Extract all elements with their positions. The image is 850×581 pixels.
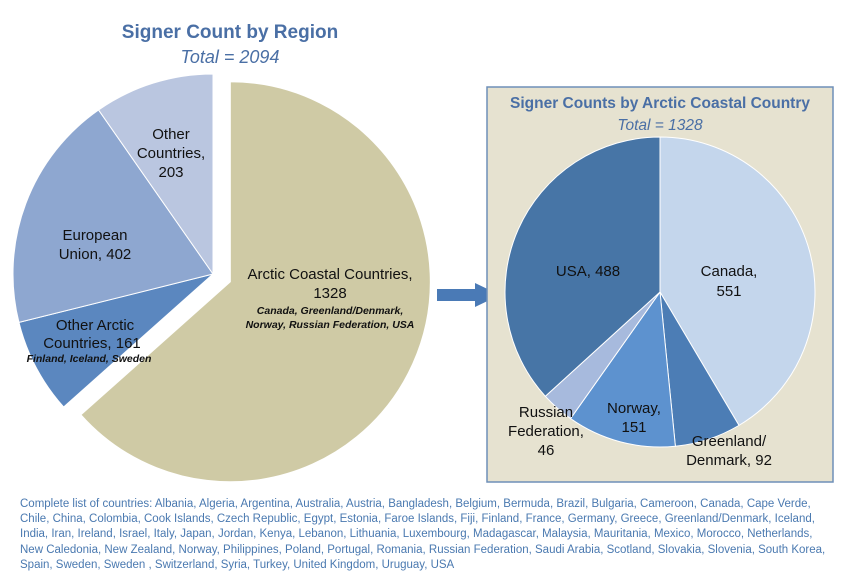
label-usa: USA, 488 xyxy=(556,263,620,280)
label-russia-name-2: Federation, xyxy=(508,423,584,440)
label-eu-name: European xyxy=(62,227,127,244)
label-arctic-value: 1328 xyxy=(313,285,346,302)
pie-slice-arctic-coastal xyxy=(80,81,431,483)
label-russia-value: 46 xyxy=(538,442,555,459)
label-norway-name: Norway, xyxy=(607,400,661,417)
label-other-arctic-value: Countries, 161 xyxy=(43,335,141,352)
label-arctic-note-1: Canada, Greenland/Denmark, xyxy=(257,305,404,317)
label-greenland-value: Denmark, 92 xyxy=(686,452,772,469)
label-other-name-2: Countries, xyxy=(137,145,205,162)
label-canada-name: Canada, xyxy=(701,263,758,280)
label-norway-value: 151 xyxy=(621,419,646,436)
region-chart-title: Signer Count by Region xyxy=(122,22,338,43)
pie-slice-canada xyxy=(659,136,816,427)
label-arctic-name: Arctic Coastal Countries, xyxy=(247,266,412,283)
label-russia-name: Russian xyxy=(519,404,573,421)
label-other-arctic-note: Finland, Iceland, Sweden xyxy=(27,353,152,365)
region-chart-total: Total = 2094 xyxy=(181,47,280,67)
region-pie xyxy=(12,73,431,483)
country-chart-total: Total = 1328 xyxy=(617,117,703,134)
pie-slice-european-union xyxy=(12,109,214,324)
label-greenland-name: Greenland/ xyxy=(692,433,767,450)
country-pie xyxy=(504,136,816,448)
label-other-value: 203 xyxy=(158,164,183,181)
label-canada-value: 551 xyxy=(716,283,741,300)
pie-slice-norway xyxy=(569,290,676,448)
country-chart-title: Signer Counts by Arctic Coastal Country xyxy=(510,95,810,112)
pie-slice-other-arctic xyxy=(18,273,214,408)
label-arctic-note-2: Norway, Russian Federation, USA xyxy=(246,319,415,331)
pie-slice-other-countries xyxy=(97,73,214,276)
label-eu-value: Union, 402 xyxy=(59,246,132,263)
label-other-name: Other xyxy=(152,126,190,143)
pie-slice-usa xyxy=(504,136,661,398)
label-other-arctic-name: Other Arctic xyxy=(56,317,135,334)
country-list-footnote: Complete list of countries: Albania, Alg… xyxy=(20,498,826,571)
